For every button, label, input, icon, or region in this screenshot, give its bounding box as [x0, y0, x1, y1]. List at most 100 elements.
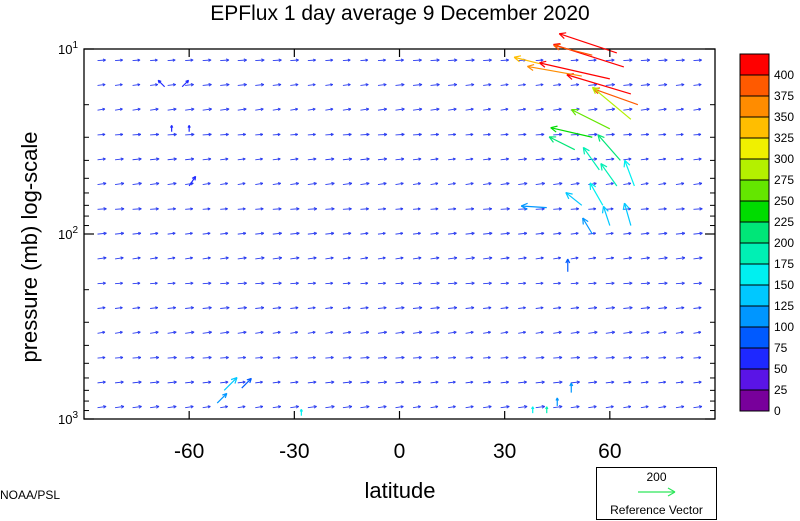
field-vector — [150, 330, 159, 335]
field-vector — [185, 380, 195, 384]
field-vector — [97, 281, 106, 285]
field-vector — [115, 132, 124, 137]
field-vector — [640, 157, 649, 161]
field-vector — [290, 157, 299, 161]
colorbar-swatch — [739, 284, 770, 307]
field-vector — [167, 306, 176, 310]
field-vector — [412, 82, 423, 87]
colorbar-swatch — [739, 389, 770, 412]
field-vector — [360, 355, 370, 360]
field-vector — [658, 380, 667, 384]
field-vector — [693, 133, 702, 137]
field-vector — [307, 181, 317, 186]
field-vector — [237, 380, 246, 384]
flux-vector — [569, 382, 574, 393]
field-vector — [395, 157, 405, 161]
field-vector — [535, 380, 545, 384]
field-vector — [553, 306, 562, 310]
field-vector — [395, 405, 404, 409]
field-vector — [623, 231, 632, 236]
field-vector — [430, 380, 439, 384]
field-vector — [395, 207, 404, 211]
x-tick-label: 30 — [493, 440, 516, 463]
field-vector — [430, 132, 439, 137]
field-vector — [500, 207, 510, 211]
field-vector — [675, 182, 685, 186]
field-vector — [307, 157, 317, 161]
field-vector — [588, 157, 598, 161]
field-vector — [553, 330, 562, 335]
field-vector — [97, 231, 107, 236]
field-vector — [483, 83, 492, 87]
colorbar-label: 225 — [774, 215, 794, 229]
field-vector — [97, 306, 106, 310]
field-vector — [255, 207, 264, 211]
field-vector — [448, 405, 456, 409]
field-vector — [675, 380, 684, 384]
field-vector — [465, 58, 475, 62]
field-vector — [465, 133, 474, 137]
field-vector — [272, 231, 282, 236]
field-vector — [290, 405, 299, 409]
field-vector — [500, 83, 509, 87]
flux-vector — [597, 134, 621, 161]
flux-vector — [589, 182, 604, 206]
field-vector — [360, 330, 370, 335]
field-vector — [640, 132, 650, 137]
field-vector — [97, 380, 106, 384]
field-vector — [693, 306, 702, 310]
field-vector — [553, 107, 562, 111]
field-vector — [570, 207, 579, 211]
field-vector — [623, 380, 632, 384]
field-vector — [167, 181, 177, 186]
flux-vector — [582, 146, 600, 171]
field-vector — [395, 132, 405, 137]
field-vector — [272, 58, 282, 62]
field-vector — [675, 58, 685, 62]
field-vector — [360, 405, 370, 409]
field-vector — [448, 182, 456, 186]
field-vector — [623, 256, 632, 260]
field-vector — [448, 281, 458, 286]
field-vector — [553, 355, 563, 360]
field-vector — [535, 157, 545, 161]
field-vector — [412, 256, 422, 260]
colorbar-swatch — [739, 200, 770, 223]
field-vector — [693, 58, 702, 62]
field-vector — [640, 356, 650, 360]
field-vector — [255, 306, 265, 310]
field-vector — [623, 355, 632, 360]
field-vector — [185, 281, 194, 285]
field-vector — [325, 330, 334, 335]
field-vector — [570, 380, 580, 384]
field-vector — [360, 256, 369, 260]
x-tick-label: 60 — [598, 440, 621, 463]
field-vector — [605, 82, 615, 87]
field-vector — [412, 380, 422, 384]
field-vector — [290, 107, 299, 111]
field-vector — [360, 281, 369, 285]
field-vector — [185, 207, 194, 211]
x-tick-label: -60 — [174, 440, 204, 463]
field-vector — [483, 133, 491, 137]
field-vector — [693, 356, 702, 360]
field-vector — [658, 83, 668, 87]
field-vector — [115, 380, 124, 384]
field-vector — [535, 231, 545, 236]
field-vector — [518, 306, 526, 310]
field-vector — [150, 355, 160, 360]
field-vector — [342, 58, 351, 62]
field-vector — [623, 82, 633, 87]
field-vector — [605, 330, 616, 335]
field-vector — [430, 107, 440, 112]
field-vector — [518, 256, 527, 260]
field-vector — [448, 132, 457, 137]
field-vector — [395, 330, 405, 335]
field-vector — [623, 281, 633, 286]
field-vector — [535, 181, 545, 186]
field-vector — [605, 58, 615, 62]
field-vector — [430, 306, 440, 310]
field-vector — [255, 356, 264, 360]
field-vector — [570, 330, 580, 335]
field-vector — [640, 82, 651, 87]
